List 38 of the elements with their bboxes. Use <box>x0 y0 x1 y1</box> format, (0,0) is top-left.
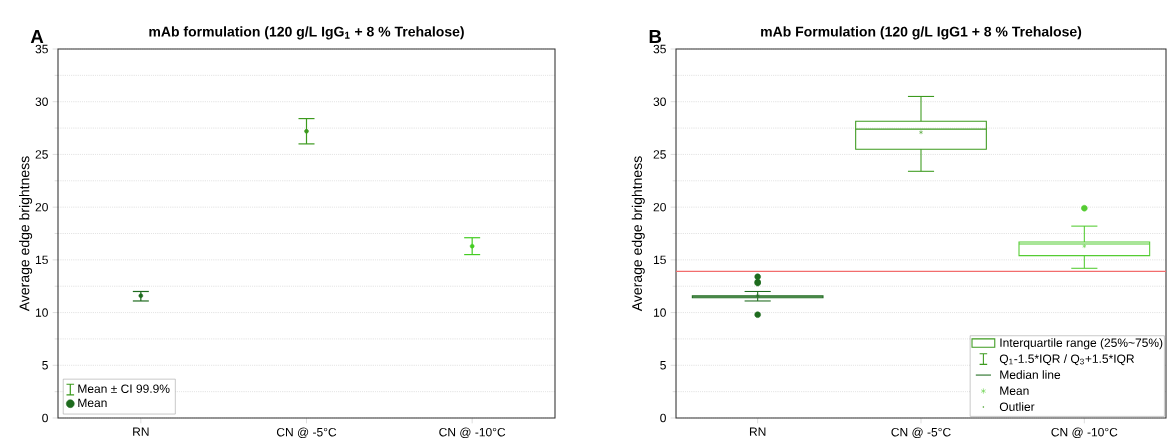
y-tick-label: 5 <box>660 361 666 370</box>
annotation: Mean <box>1000 386 1029 396</box>
y-tick-label: 20 <box>35 202 48 212</box>
y-tick-label: 25 <box>653 150 666 159</box>
point <box>138 293 144 298</box>
x-tick-label: RN <box>749 427 766 436</box>
annotation: Mean ± CI 99.9% <box>78 384 170 393</box>
annotation: Median line <box>1000 370 1061 380</box>
y-tick-label: 10 <box>653 308 666 317</box>
y-axis-title: Average edge brightness <box>19 156 33 312</box>
y-tick-label: 15 <box>653 255 666 265</box>
y-tick-label: 35 <box>653 44 666 54</box>
y-tick-label: 15 <box>35 255 48 265</box>
x-tick-label: CN @ -5°C <box>891 427 951 438</box>
y-tick-label: 25 <box>35 150 48 159</box>
y-tick-label: 0 <box>660 413 666 423</box>
y-tick-label: 5 <box>42 361 48 370</box>
chart-title: mAb formulation (120 g/L IgG$_{1}$ + 8 % Trehalose) <box>149 26 464 40</box>
text: B <box>649 30 662 43</box>
x-tick-label: RN <box>133 427 149 436</box>
legend-label: Mean <box>78 398 107 408</box>
x-tick-label: CN @ -10°C <box>439 427 506 438</box>
y-axis-title: Average edge brightness <box>631 156 645 312</box>
point <box>304 128 309 134</box>
annotation: Interquartile range (25%~75%) <box>1000 338 1163 350</box>
y-tick-label: 20 <box>653 202 666 212</box>
x-tick-label: CN @ -5°C <box>276 427 337 438</box>
y-tick-label: 30 <box>653 97 666 106</box>
y-tick-label: 35 <box>35 44 48 54</box>
y-tick-label: 30 <box>35 97 48 106</box>
annotation: Q$_{1}$-1.5*IQR / Q$_{3}$+1.5*IQR <box>999 354 1135 366</box>
chart-title: mAb Formulation (120 g/L IgG1 + 8 % Trehalose) <box>761 26 1082 40</box>
y-tick-label: 0 <box>42 413 48 423</box>
y-tick-label: 10 <box>35 308 48 317</box>
annotation: Outlier <box>999 402 1035 412</box>
point <box>469 243 475 249</box>
text: A <box>30 30 44 43</box>
x-tick-label: CN @ -10°C <box>1051 427 1118 438</box>
